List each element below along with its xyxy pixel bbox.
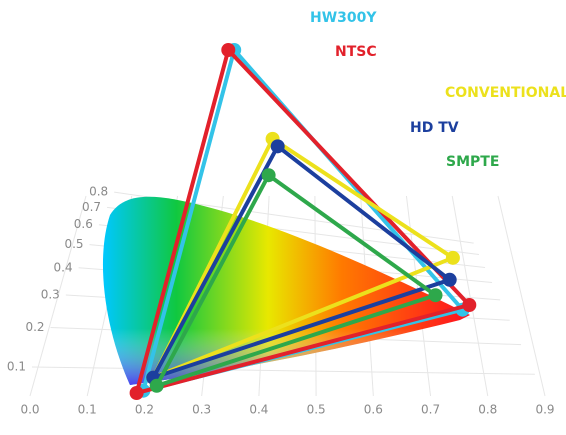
gamut-triangle — [154, 173, 438, 388]
grid-line — [29, 195, 87, 397]
x-tick-label: 0.6 — [364, 403, 383, 417]
x-tick-label: 0.1 — [78, 403, 97, 417]
gamut-vertex — [462, 298, 477, 313]
y-tick-label: 0.3 — [41, 288, 60, 302]
gamut-vertex — [270, 139, 285, 154]
legend-label: CONVENTIONAL LAMP — [445, 85, 566, 101]
grid-line — [497, 195, 546, 397]
y-tick-label: 0.2 — [25, 320, 44, 334]
x-tick-label: 0.0 — [20, 403, 39, 417]
gamut-triangle — [151, 136, 455, 380]
legend-label: NTSC — [335, 44, 377, 60]
gamut-vertex — [221, 42, 236, 57]
y-tick-label: 0.8 — [89, 185, 108, 199]
gamut-vertex — [428, 288, 443, 303]
plot: HW300Y NTSC CONVENTIONAL LAMP HD TV SMPTE — [129, 10, 566, 401]
x-tick-label: 0.9 — [535, 403, 554, 417]
y-tick-label: 0.1 — [7, 360, 26, 374]
gamut-vertex — [149, 378, 164, 393]
y-tick-label: 0.5 — [64, 237, 83, 251]
y-tick-label: 0.7 — [82, 200, 101, 214]
gamut-vertex — [442, 272, 457, 287]
gamut-triangle — [134, 47, 472, 396]
y-tick-label: 0.6 — [74, 217, 93, 231]
y-tick-label: 0.4 — [54, 260, 73, 274]
x-tick-label: 0.7 — [421, 403, 440, 417]
grid-line — [451, 195, 489, 397]
gamut-vertex — [261, 168, 276, 183]
x-tick-label: 0.3 — [192, 403, 211, 417]
x-tick-label: 0.8 — [478, 403, 497, 417]
legend-label: HW300Y — [310, 10, 377, 26]
x-tick-label: 0.4 — [249, 403, 268, 417]
x-tick-label: 0.2 — [135, 403, 154, 417]
gamut-triangle — [151, 144, 452, 380]
gamut-vertex — [445, 250, 460, 265]
gamut-vertex — [129, 386, 144, 401]
legend-label: SMPTE — [446, 154, 499, 170]
legend-label: HD TV — [410, 120, 459, 136]
spectral-locus-shade — [102, 196, 470, 385]
grid-line — [31, 366, 535, 375]
x-tick-label: 0.5 — [307, 403, 326, 417]
